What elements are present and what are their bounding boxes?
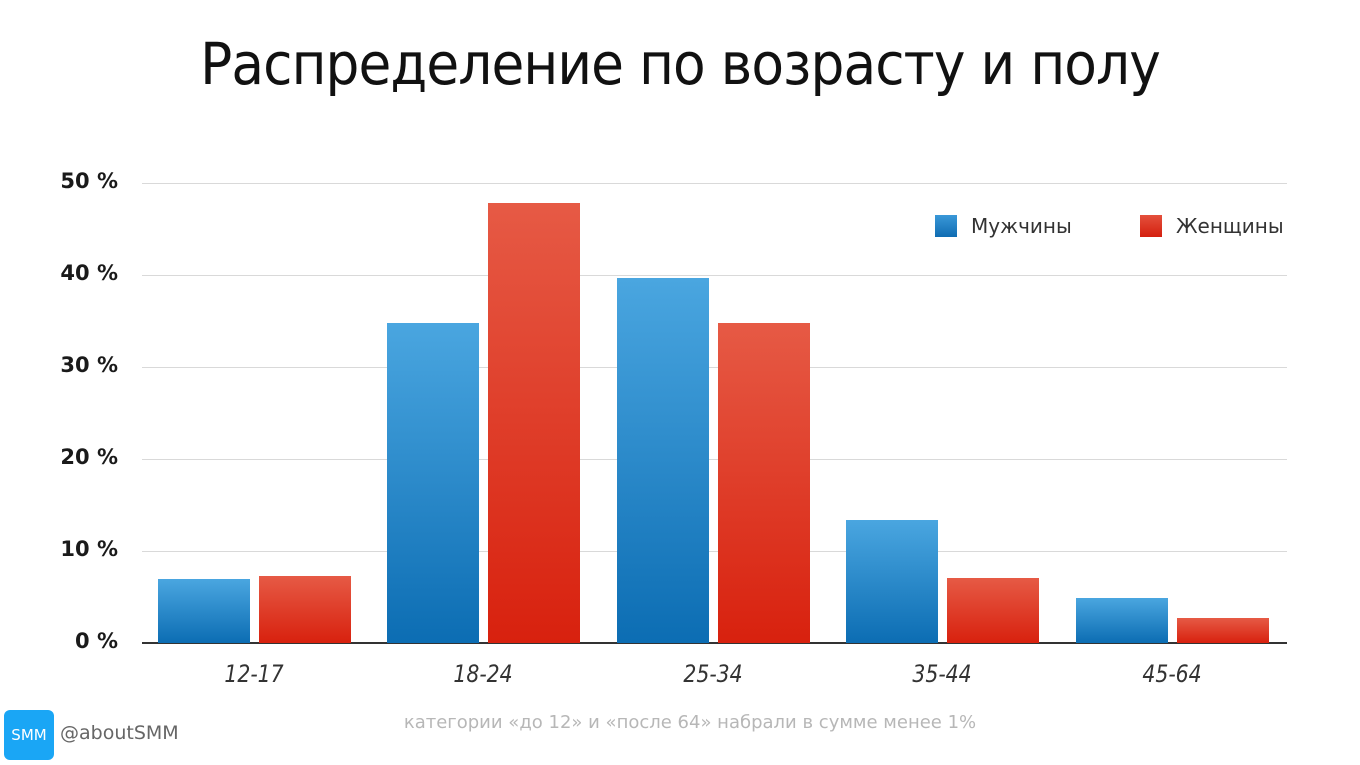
x-tick-label: 25-34 — [683, 660, 743, 688]
legend-male: Мужчины — [935, 214, 1072, 238]
y-tick-30: 30 % — [60, 353, 118, 377]
x-tick-label: 35-44 — [912, 660, 972, 688]
bar-male-25-34 — [617, 277, 709, 643]
bar-female-25-34 — [718, 322, 810, 643]
plot-area — [142, 183, 1287, 644]
y-tick-20: 20 % — [60, 445, 118, 469]
gridline — [142, 183, 1287, 184]
bar-male-12-17 — [158, 578, 250, 643]
legend-female-label: Женщины — [1176, 214, 1284, 238]
bar-female-45-64 — [1177, 618, 1269, 643]
gridline — [142, 459, 1287, 460]
x-tick-label: 18-24 — [453, 660, 513, 688]
footnote: категории «до 12» и «после 64» набрали в… — [403, 712, 977, 733]
x-tick-label: 45-64 — [1142, 660, 1202, 688]
x-axis-line — [142, 642, 1287, 644]
y-tick-40: 40 % — [60, 261, 118, 285]
bar-male-45-64 — [1076, 597, 1168, 643]
gridline — [142, 367, 1287, 368]
male-swatch-icon — [935, 215, 957, 237]
smm-logo: SMM — [4, 710, 54, 760]
y-tick-10: 10 % — [60, 537, 118, 561]
y-tick-50: 50 % — [60, 169, 118, 193]
bar-female-12-17 — [259, 575, 351, 643]
bar-male-18-24 — [387, 322, 479, 643]
brand-handle: @aboutSMM — [60, 722, 179, 744]
gridline — [142, 275, 1287, 276]
legend-male-label: Мужчины — [971, 214, 1072, 238]
female-swatch-icon — [1140, 215, 1162, 237]
chart-title: Распределение по возрасту и полу — [200, 30, 1161, 98]
legend-female: Женщины — [1140, 214, 1284, 238]
y-tick-0: 0 % — [75, 629, 118, 653]
gridline — [142, 551, 1287, 552]
bar-male-35-44 — [846, 519, 938, 643]
x-tick-label: 12-17 — [224, 660, 284, 688]
bar-female-35-44 — [947, 577, 1039, 643]
bar-female-18-24 — [488, 203, 580, 643]
